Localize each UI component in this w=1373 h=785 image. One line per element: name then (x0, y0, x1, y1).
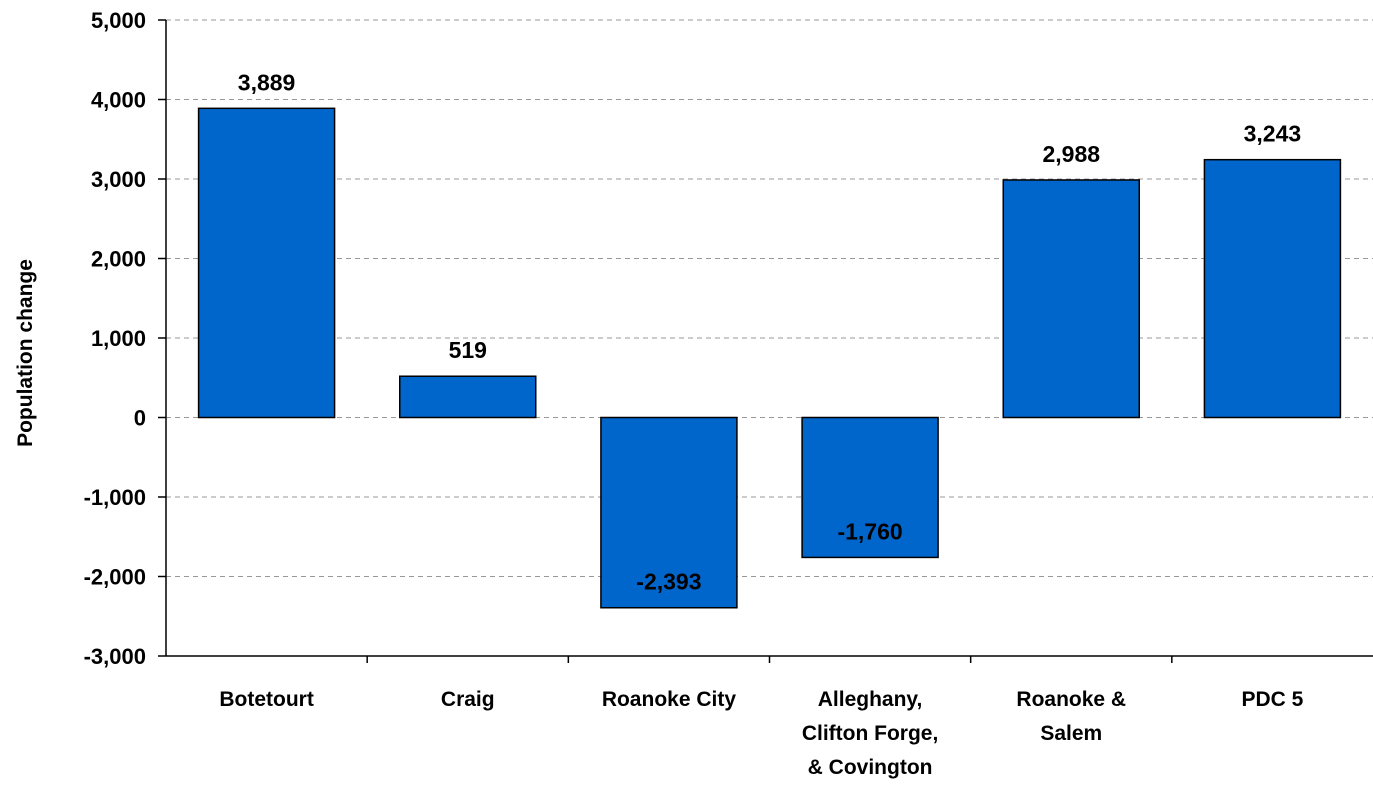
x-category-labels: Botetourt Craig Roanoke City Alleghany, Clif… (219, 688, 1303, 779)
x-category-label-line: Salem (1040, 722, 1102, 745)
x-category-label-line: & Covington (808, 756, 933, 779)
bar (600, 416, 738, 609)
y-tick-label: 1,000 (91, 326, 146, 351)
x-category-label: Roanoke City (602, 688, 737, 711)
data-label: -1,760 (837, 518, 902, 544)
bar (1002, 179, 1140, 419)
y-tick-label: 3,000 (91, 167, 146, 192)
bar (801, 416, 939, 559)
x-category-label: PDC 5 (1241, 688, 1303, 711)
y-tick-label: -3,000 (84, 644, 146, 669)
data-label: 3,889 (238, 69, 296, 95)
gridlines (166, 19, 1373, 577)
x-category-label-line: Roanoke City (602, 688, 737, 711)
y-tick-label: 2,000 (91, 247, 146, 272)
x-category-label-line: Botetourt (219, 688, 313, 711)
y-tick-label: 0 (134, 406, 146, 431)
y-tick-label: 5,000 (91, 8, 146, 33)
x-category-label: Craig (441, 688, 495, 711)
bar (197, 107, 336, 419)
x-category-label-line: Craig (441, 688, 495, 711)
x-category-label-line: PDC 5 (1241, 688, 1303, 711)
data-label: -2,393 (636, 569, 701, 595)
x-category-label-line: Clifton Forge, (802, 722, 938, 745)
y-tick-label: 4,000 (91, 88, 146, 113)
data-labels: 3,889 519 -2,393 -1,760 2,988 3,243 (238, 69, 1301, 594)
y-tick-label: -1,000 (84, 485, 146, 510)
bar (1203, 158, 1342, 419)
bar (399, 375, 537, 419)
x-category-label-line: Alleghany, (818, 688, 923, 711)
x-category-label: Botetourt (219, 688, 313, 711)
data-label: 2,988 (1042, 141, 1100, 167)
y-tick-label: -2,000 (84, 565, 146, 590)
bars (197, 107, 1342, 609)
x-category-label-line: Roanoke & (1016, 688, 1126, 711)
axes (158, 19, 1373, 663)
y-tick-labels: 5,000 4,000 3,000 2,000 1,000 0 -1,000 -2,000 -3… (84, 8, 146, 669)
x-category-label: Roanoke & Salem (1016, 688, 1126, 745)
data-label: 3,243 (1244, 121, 1302, 147)
y-axis-title: Population change (14, 259, 37, 447)
data-label: 519 (449, 337, 487, 363)
x-category-label: Alleghany, Clifton Forge, & Covington (802, 688, 938, 779)
